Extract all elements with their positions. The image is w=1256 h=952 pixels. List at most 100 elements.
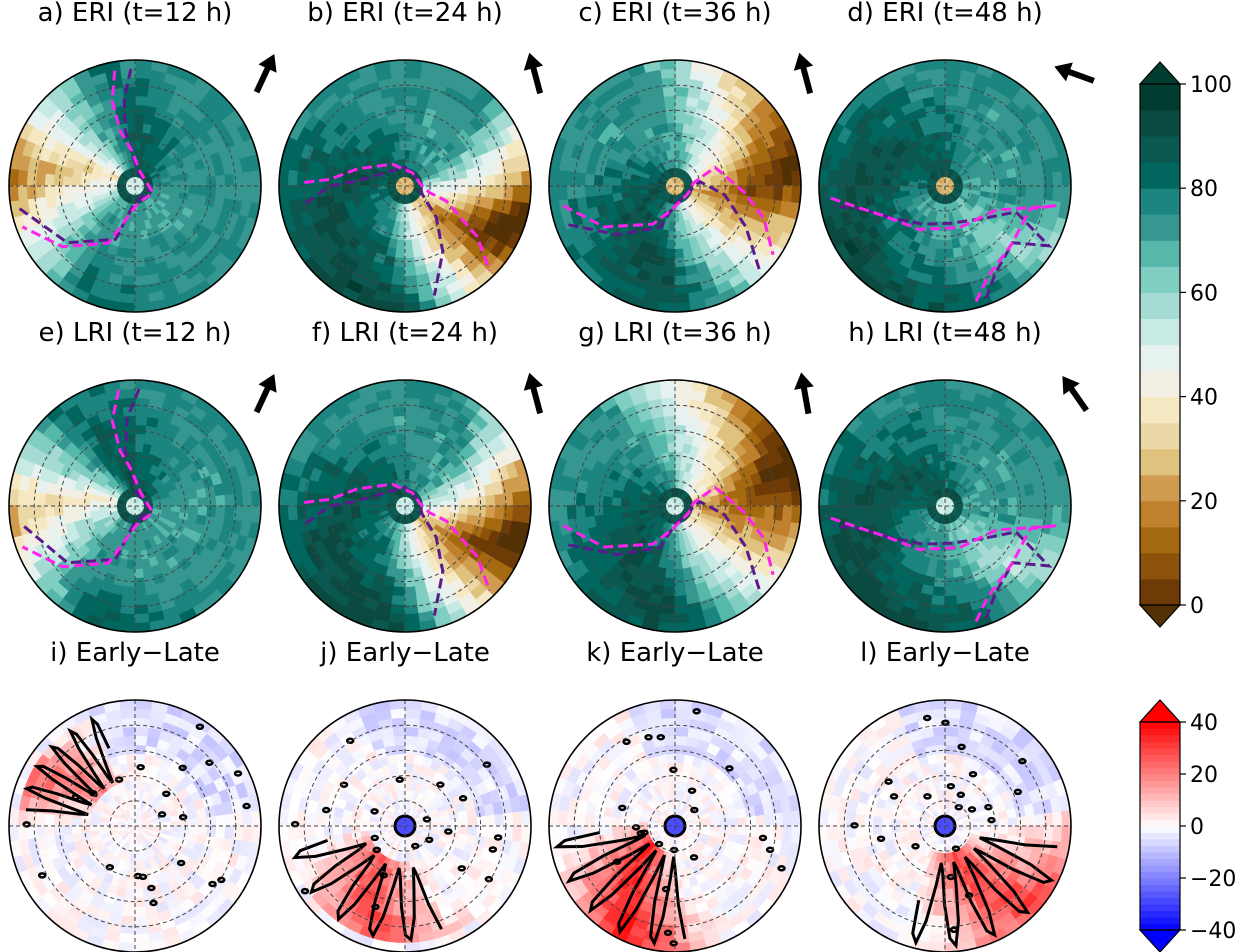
field-cell <box>24 563 43 584</box>
field-cell <box>672 167 676 178</box>
field-cell <box>971 496 982 503</box>
field-cell <box>45 161 57 176</box>
field-cell <box>953 255 967 267</box>
field-cell <box>368 473 380 485</box>
field-cell <box>504 213 519 232</box>
field-cell <box>396 500 405 506</box>
field-cell <box>117 178 127 184</box>
field-cell <box>656 503 667 507</box>
field-cell <box>213 234 230 253</box>
field-cell <box>130 167 134 178</box>
field-cell <box>103 290 122 303</box>
field-cell <box>597 278 618 297</box>
field-cell <box>350 591 368 607</box>
field-cell <box>106 244 120 257</box>
field-cell <box>89 392 108 407</box>
field-cell <box>919 172 930 180</box>
field-cell <box>393 577 406 588</box>
panel-title: e) LRI (t=12 h) <box>39 318 232 348</box>
field-cell <box>421 544 433 557</box>
field-cell <box>233 171 244 187</box>
field-cell <box>684 219 693 231</box>
field-cell <box>872 271 892 289</box>
field-cell <box>922 207 932 218</box>
field-cell <box>665 568 676 579</box>
field-cell <box>757 415 776 436</box>
field-cell <box>404 424 417 435</box>
field-cell <box>53 505 64 518</box>
field-cell <box>426 531 438 543</box>
field-cell <box>872 193 885 206</box>
field-cell <box>311 571 330 590</box>
field-cell <box>40 439 57 458</box>
field-cell <box>980 179 991 187</box>
field-cell <box>935 532 942 543</box>
field-cell <box>143 425 157 437</box>
field-cell <box>732 598 753 617</box>
field-cell <box>287 185 299 203</box>
field-cell <box>656 187 667 191</box>
field-cell <box>790 168 801 187</box>
field-cell <box>664 479 671 490</box>
field-cell <box>138 212 145 223</box>
field-cell <box>770 518 783 535</box>
field-cell <box>687 398 704 411</box>
field-cell <box>947 168 953 178</box>
field-cell <box>241 185 253 203</box>
field-cell <box>972 72 991 87</box>
field-cell <box>399 212 406 223</box>
field-cell <box>220 113 238 133</box>
field-cell <box>465 486 478 499</box>
field-cell <box>934 202 941 213</box>
field-cell <box>127 186 135 193</box>
field-cell <box>581 571 600 590</box>
field-cell <box>98 189 109 196</box>
field-cell <box>504 533 519 552</box>
field-cell <box>230 477 243 494</box>
field-cell <box>410 491 419 500</box>
field-cell <box>380 264 395 276</box>
field-cell <box>651 169 661 178</box>
field-cell <box>900 195 912 204</box>
field-cell <box>925 518 935 529</box>
field-cell <box>414 219 423 231</box>
field-cell <box>385 113 398 126</box>
field-cell <box>674 595 689 606</box>
field-cell <box>611 489 623 500</box>
field-cell <box>314 405 335 424</box>
field-cell <box>476 174 487 187</box>
field-cell <box>557 550 575 571</box>
field-cell <box>689 514 699 523</box>
field-cell <box>120 492 129 501</box>
field-cell <box>321 581 340 600</box>
field-cell <box>116 209 125 220</box>
field-cell <box>661 201 669 212</box>
field-cell <box>321 140 336 156</box>
field-cell <box>392 95 406 106</box>
field-cell <box>454 519 467 531</box>
field-cell <box>704 613 725 629</box>
field-cell <box>646 564 660 577</box>
panel-c: c) ERI (t=36 h) <box>548 0 814 313</box>
field-cell <box>90 195 102 204</box>
field-cell <box>409 522 416 533</box>
field-cell <box>160 153 172 165</box>
field-cell <box>106 534 118 546</box>
field-cell <box>386 183 397 187</box>
field-cell <box>566 185 577 201</box>
field-cell <box>306 479 319 495</box>
field-cell <box>688 124 700 137</box>
field-cell <box>652 166 663 176</box>
field-cell <box>415 416 430 428</box>
field-cell <box>658 612 676 624</box>
field-cell <box>957 78 974 91</box>
field-cell <box>927 176 938 183</box>
field-cell <box>419 489 429 498</box>
field-cell <box>928 174 938 182</box>
field-cell <box>683 575 697 587</box>
field-cell <box>574 543 590 561</box>
field-cell <box>931 491 940 500</box>
field-cell <box>661 512 670 521</box>
field-cell <box>566 546 582 566</box>
field-cell <box>643 69 662 82</box>
